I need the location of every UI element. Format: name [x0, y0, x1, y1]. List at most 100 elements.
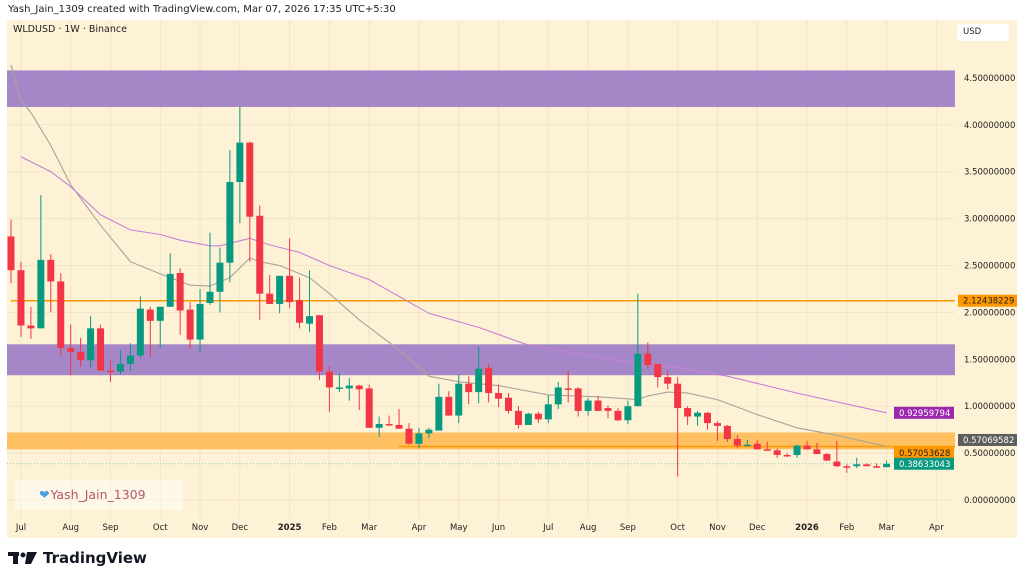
candle-body	[256, 215, 264, 294]
candle-body	[226, 182, 234, 263]
candle-body	[246, 142, 254, 217]
chart-attribution: Yash_Jain_1309 created with TradingView.…	[8, 4, 396, 15]
price-axis-label: 2.00000000	[964, 308, 1015, 318]
candle-body	[704, 412, 711, 424]
candle-body	[614, 410, 622, 421]
candle-body	[176, 273, 184, 311]
candle-body	[674, 383, 682, 409]
candle-body	[216, 262, 224, 292]
price-tag: 0.38633043	[899, 460, 950, 470]
candle-body	[335, 387, 343, 389]
candle-body	[47, 259, 55, 282]
candle-body	[77, 351, 85, 361]
candle-body	[505, 397, 512, 411]
candle-body	[266, 293, 274, 304]
time-axis-label: Mar	[361, 523, 378, 533]
candle-body	[455, 383, 463, 416]
time-axis-label: Dec	[232, 523, 249, 533]
time-axis-label: Feb	[322, 523, 337, 533]
tradingview-logo-icon	[8, 552, 37, 564]
candle-body	[634, 353, 642, 407]
zone-rectangle	[7, 70, 955, 107]
time-axis-label: Apr	[929, 523, 944, 533]
line-price-tag-bg	[958, 294, 1017, 307]
candle-body	[694, 412, 702, 417]
candle-body	[306, 316, 313, 324]
line-price-tag: 2.12438229	[963, 297, 1014, 307]
time-axis-label: Jul	[15, 523, 26, 533]
candle-body	[733, 439, 741, 446]
candle-body	[524, 413, 532, 425]
candle-body	[107, 370, 114, 373]
price-tag: 0.92959794	[899, 409, 950, 419]
candle-body	[514, 410, 522, 425]
candle-body	[405, 428, 413, 444]
time-axis-label: Mar	[879, 523, 896, 533]
candle-body	[624, 406, 632, 421]
time-axis-label: Nov	[709, 523, 726, 533]
candle-body	[206, 291, 214, 304]
candle-body	[395, 424, 403, 429]
candle-body	[644, 353, 652, 365]
time-axis-label: Feb	[839, 523, 854, 533]
candle-body	[743, 444, 751, 447]
candle-body	[286, 275, 294, 303]
candle-body	[57, 281, 65, 349]
time-axis-label: Sep	[102, 523, 118, 533]
currency-button[interactable]: USD	[957, 24, 1009, 41]
zone-rectangle	[7, 432, 955, 450]
candle-body	[863, 464, 871, 467]
candle-body	[365, 388, 373, 428]
tradingview-logo[interactable]: TradingView	[8, 549, 147, 567]
time-axis-label: Jun	[491, 523, 505, 533]
candle-body	[723, 425, 731, 440]
time-axis-label: Dec	[749, 523, 766, 533]
candle-body	[17, 270, 25, 326]
price-axis-label: 0.00000000	[964, 496, 1015, 506]
chart-panel[interactable]: 4.50000000 4.00000000 3.50000000 3.00000000…	[7, 20, 1017, 538]
candle-body	[584, 400, 592, 411]
candle-body	[345, 385, 353, 389]
price-axis-label: 0.50000000	[964, 449, 1015, 459]
candle-body	[166, 273, 174, 307]
candle-body	[853, 464, 861, 467]
candle-body	[843, 466, 851, 468]
candle-body	[564, 388, 572, 390]
candle-body	[803, 445, 811, 450]
candle-body	[156, 306, 164, 321]
symbol-legend: WLDUSD · 1W · Binance	[13, 24, 127, 35]
candle-body	[763, 449, 771, 451]
candle-body	[465, 383, 473, 393]
price-chart[interactable]: 4.50000000 4.00000000 3.50000000 3.00000000…	[7, 20, 1017, 538]
time-axis-label: Sep	[620, 523, 636, 533]
candle-body	[415, 433, 423, 444]
candle-body	[87, 328, 95, 361]
candle-body	[823, 454, 831, 461]
candle-body	[873, 466, 881, 468]
candle-body	[544, 404, 552, 420]
candle-body	[445, 396, 453, 416]
candle-body	[813, 449, 821, 455]
candle-body	[713, 423, 721, 426]
candle-body	[425, 429, 433, 434]
price-axis-label: 4.00000000	[964, 121, 1015, 131]
price-tag-bg	[894, 446, 954, 459]
candle-body	[116, 363, 124, 372]
candle-body	[315, 315, 323, 372]
time-axis-label: 2025	[278, 523, 302, 533]
candle-body	[574, 388, 582, 411]
price-tag: 0.57053628	[899, 449, 950, 459]
time-axis-label: Jul	[542, 523, 553, 533]
time-axis-label: Oct	[670, 523, 685, 533]
candle-body	[325, 371, 333, 388]
candle-body	[664, 377, 672, 384]
candle-body	[186, 309, 194, 340]
price-axis-label: 4.50000000	[964, 74, 1015, 84]
candle-body	[783, 454, 791, 457]
watermark-text: Yash_Jain_1309	[50, 487, 146, 502]
time-axis-label: 2026	[795, 523, 819, 533]
candle-body	[236, 142, 244, 183]
candle-body	[375, 424, 383, 428]
price-axis-label: 1.50000000	[964, 355, 1015, 365]
candle-body	[146, 309, 154, 321]
